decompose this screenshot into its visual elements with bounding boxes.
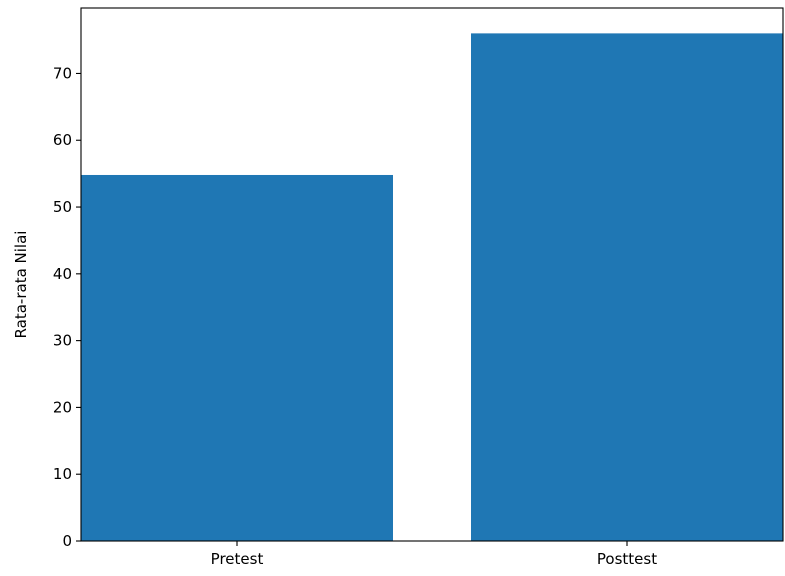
x-tick-label: Posttest: [597, 550, 657, 568]
y-tick-label: 30: [53, 332, 72, 350]
bars-group: [81, 33, 783, 541]
y-tick-label: 10: [53, 465, 72, 483]
y-tick-label: 40: [53, 265, 72, 283]
bar-posttest: [471, 33, 783, 541]
x-tick-label: Pretest: [211, 550, 264, 568]
y-tick-label: 50: [53, 198, 72, 216]
y-axis-label: Rata-rata Nilai: [12, 231, 30, 339]
y-tick-label: 20: [53, 398, 72, 416]
bar-pretest: [81, 174, 393, 541]
y-axis-ticks: 0 10 20 30 40 50 60 70: [53, 64, 81, 550]
y-tick-label: 60: [53, 131, 72, 149]
x-axis-ticks: Pretest Posttest: [211, 541, 657, 568]
y-tick-label: 0: [62, 532, 72, 550]
plot-frame: [80, 7, 784, 542]
y-tick-label: 70: [53, 64, 72, 82]
